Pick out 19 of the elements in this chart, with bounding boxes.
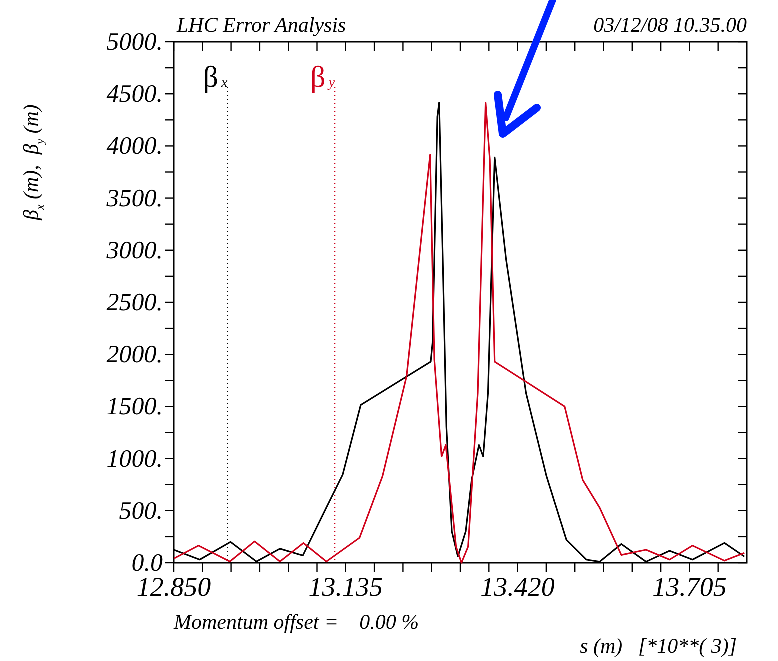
y-tick-label: 5000.	[106, 29, 163, 56]
chart-title: LHC Error Analysis	[176, 13, 346, 37]
y-tick-label: 3500.	[106, 185, 163, 212]
x-axis-title: s (m) [*10**( 3)]	[580, 634, 737, 658]
y-tick-label: 1000.	[106, 446, 163, 473]
x-tick-label: 13.135	[308, 572, 384, 602]
y-tick-label: 2500.	[106, 290, 163, 316]
chart-subtitle: 03/12/08 10.35.00	[594, 13, 748, 37]
y-tick-label: 1500.	[106, 394, 163, 421]
x-tick-label: 13.420	[480, 572, 556, 602]
y-tick-label: 2000.	[106, 342, 163, 369]
y-tick-label: 3000.	[106, 237, 163, 264]
text: Momentum offset = 0.00 %	[173, 610, 420, 634]
x-tick-label: 13.705	[652, 572, 727, 602]
y-tick-label: 4500.	[106, 81, 163, 108]
y-tick-label: 4000.	[106, 133, 163, 160]
ref-line-label: βy	[310, 61, 336, 94]
ref-line-label: βx	[203, 61, 228, 94]
y-tick-label: 500.	[119, 498, 163, 525]
